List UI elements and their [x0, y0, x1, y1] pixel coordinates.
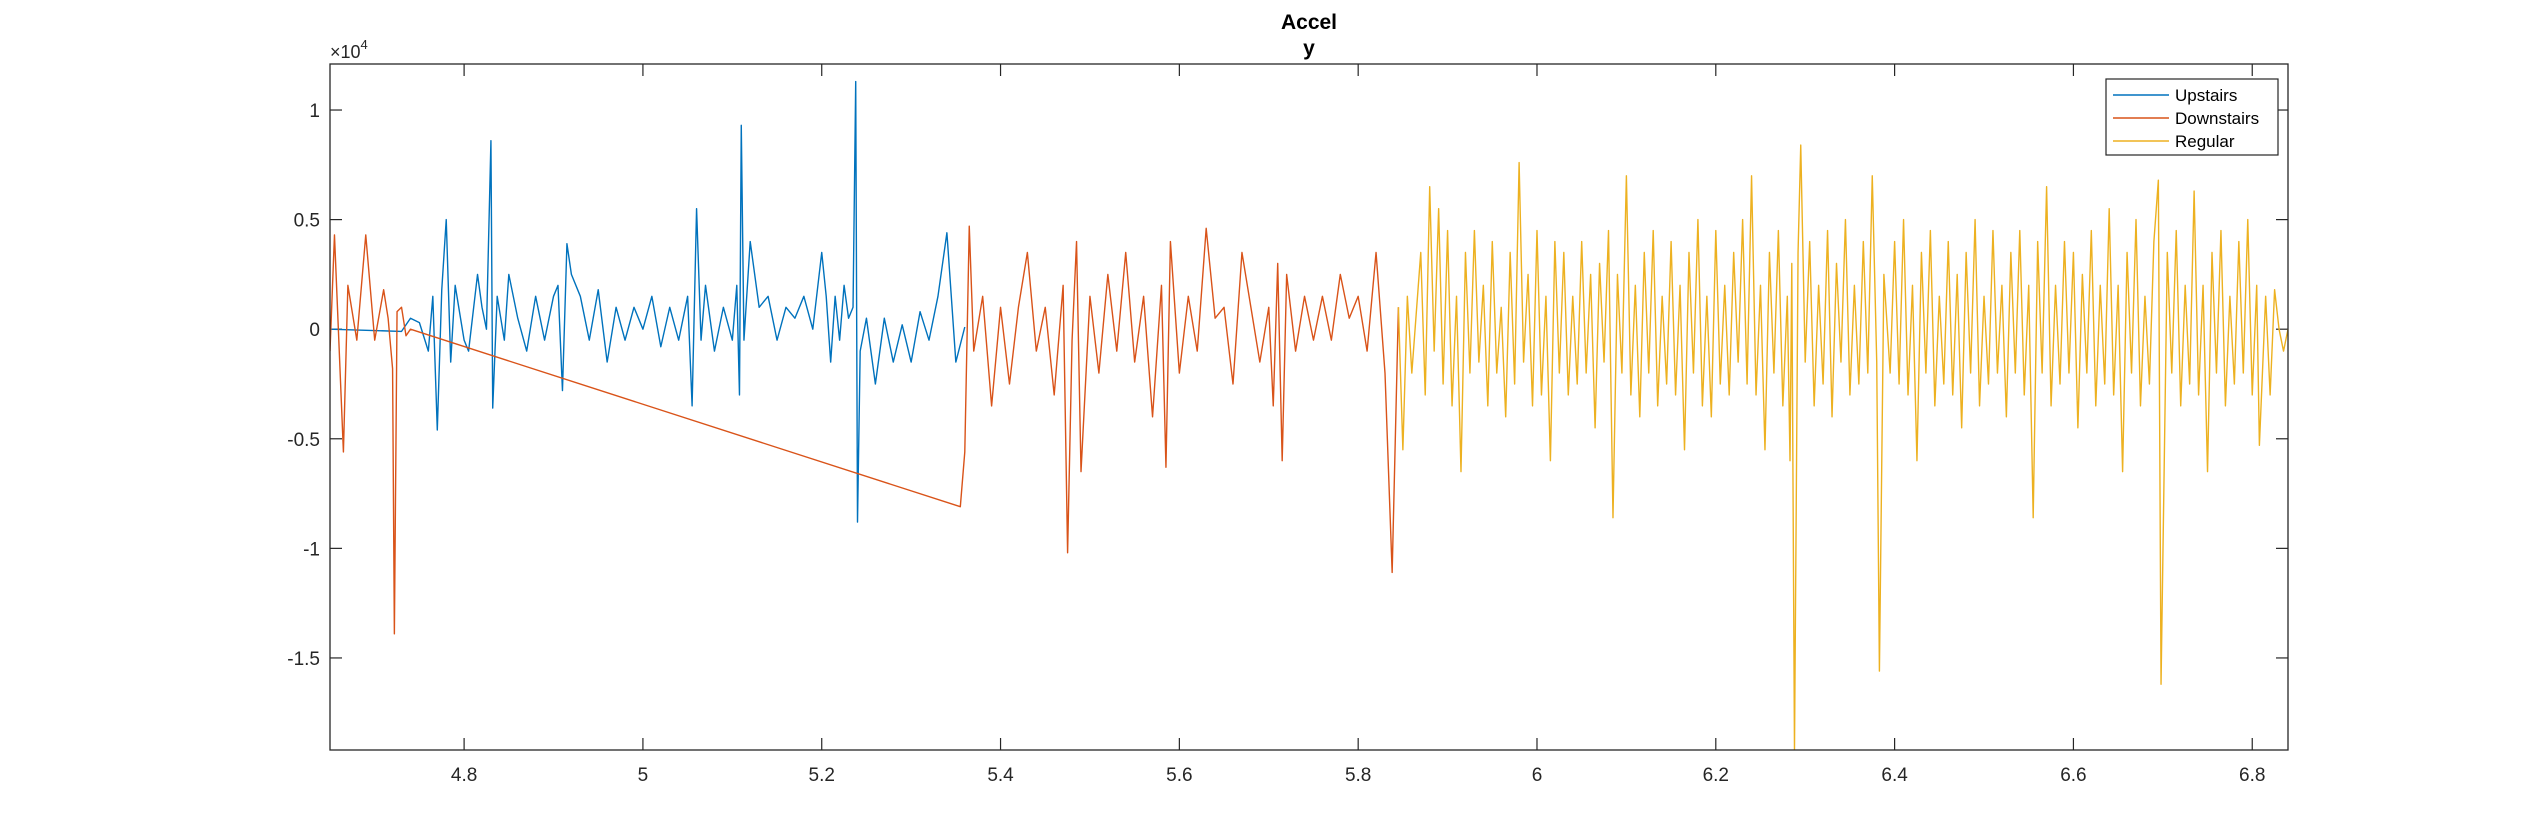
y-tick-label: 1: [309, 101, 320, 122]
chart-title: Accel: [1281, 11, 1337, 34]
series-line-downstairs: [330, 225, 1400, 635]
legend: Upstairs Downstairs Regular: [2105, 78, 2279, 156]
y-tick-label: -1.5: [287, 649, 320, 670]
x-tick-label: 6.2: [1703, 765, 1729, 786]
y-axis-exponent: ×104: [330, 37, 368, 62]
chart-subtitle: y: [1303, 37, 1315, 60]
x-tick-label: 5.8: [1345, 765, 1371, 786]
x-tick-label: 6.4: [1881, 765, 1908, 786]
legend-label-regular: Regular: [2175, 132, 2235, 151]
y-tick-label: 0.5: [294, 211, 320, 232]
y-tick-label: -0.5: [287, 430, 320, 451]
series-layer: [330, 80, 2288, 750]
x-tick-labels: 4.8 5 5.2 5.4 5.6 5.8 6 6.2 6.4 6.6 6.8: [451, 765, 2266, 786]
x-tick-label: 5.2: [809, 765, 835, 786]
x-tick-label: 6: [1532, 765, 1543, 786]
series-line-regular: [1397, 144, 2288, 750]
x-tick-label: 5.6: [1166, 765, 1192, 786]
y-tick-labels: -1.5 -1 -0.5 0 0.5 1: [287, 101, 320, 670]
plot-area-frame: [329, 63, 2289, 751]
axis-ticks: [330, 64, 2288, 750]
legend-box: [2105, 78, 2279, 156]
x-tick-label: 6.6: [2060, 765, 2086, 786]
legend-label-downstairs: Downstairs: [2175, 109, 2259, 128]
y-tick-label: -1: [303, 539, 320, 560]
x-tick-label: 4.8: [451, 765, 477, 786]
x-tick-label: 5: [638, 765, 649, 786]
series-line-upstairs: [330, 80, 966, 523]
x-tick-label: 5.4: [987, 765, 1014, 786]
y-tick-label: 0: [309, 320, 320, 341]
legend-label-upstairs: Upstairs: [2175, 86, 2237, 105]
x-tick-label: 6.8: [2239, 765, 2265, 786]
